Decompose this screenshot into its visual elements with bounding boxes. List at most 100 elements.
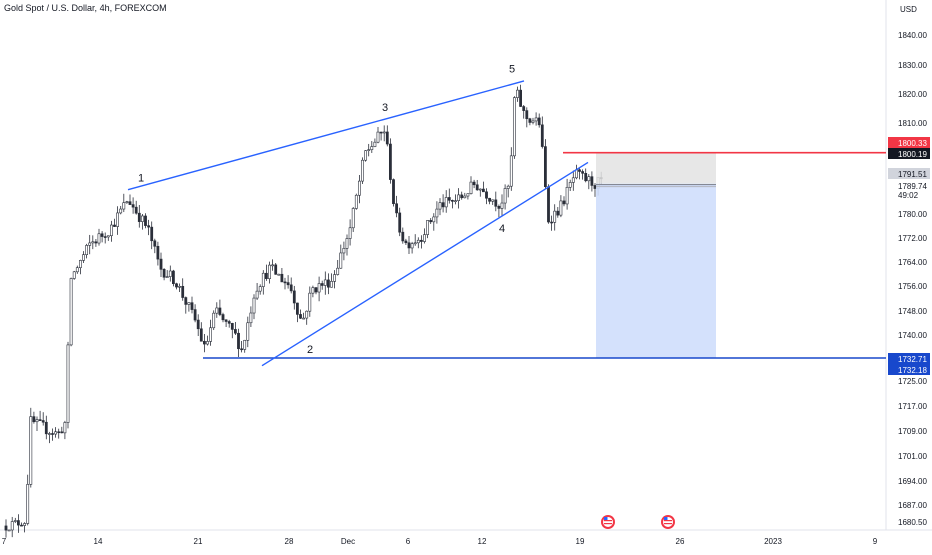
candle-body: [497, 205, 501, 209]
candle-body: [106, 235, 110, 238]
candle-body: [534, 117, 538, 122]
candle-body: [69, 278, 73, 346]
candle-body: [168, 270, 172, 277]
candle-body: [113, 224, 116, 227]
candle-body: [206, 341, 209, 345]
price-label-text: 1732.71: [898, 355, 927, 364]
candle-body: [587, 176, 591, 182]
price-label-text: 1789.74: [898, 182, 927, 191]
candle-body: [326, 279, 330, 288]
candle-body: [147, 225, 151, 228]
x-tick-label: 7: [2, 537, 7, 546]
y-tick-label: 1740.00: [898, 331, 927, 340]
x-tick-label: 2023: [764, 537, 782, 546]
candle-body: [457, 194, 461, 201]
flag-stripe: [604, 523, 612, 525]
candle-body: [94, 241, 98, 244]
candle-body: [547, 186, 550, 223]
candle-body: [444, 197, 448, 208]
candle-body: [392, 179, 395, 205]
upper-trendline: [127, 80, 525, 191]
y-tick-label: 1717.00: [898, 402, 927, 411]
candle-body: [351, 208, 355, 229]
candle-body: [63, 422, 67, 434]
candle-body: [32, 416, 36, 423]
candle-body: [590, 176, 594, 186]
candle-body: [531, 120, 535, 123]
candle-body: [382, 131, 386, 134]
candle-body: [571, 177, 575, 183]
symbol-name: Gold Spot / U.S. Dollar: [4, 3, 95, 13]
wave-label: 1: [138, 173, 144, 185]
candle-body: [432, 216, 436, 223]
wave-label: 3: [382, 102, 388, 114]
candle-body: [162, 269, 166, 278]
price-axis-label: 1800.19: [888, 148, 930, 159]
candle-body: [478, 188, 482, 191]
candle-body: [47, 433, 51, 435]
candle-body: [150, 226, 154, 242]
candle-body: [516, 89, 519, 98]
candle-body: [128, 201, 132, 205]
y-tick-label: 1725.00: [898, 377, 927, 386]
countdown-label: 49:02: [898, 191, 919, 200]
candle-body: [485, 191, 488, 199]
lower-trendline: [261, 161, 589, 367]
candle-body: [289, 284, 293, 292]
x-tick-label: 19: [576, 537, 585, 546]
candle-body: [119, 208, 123, 214]
candle-body: [20, 524, 23, 527]
x-tick-label: 9: [873, 537, 878, 546]
candle-body: [91, 241, 95, 244]
x-tick-label: 14: [94, 537, 103, 546]
candle-body: [60, 431, 64, 434]
candle-body: [261, 272, 265, 287]
candle-body: [224, 319, 228, 322]
candle-body: [131, 204, 135, 208]
candle-body: [354, 194, 358, 209]
y-tick-label: 1694.00: [898, 477, 927, 486]
candle-body: [494, 199, 498, 207]
flag-stripe: [604, 520, 612, 522]
candle-body: [441, 202, 445, 208]
candle-body: [144, 215, 147, 226]
candle-body: [556, 210, 560, 216]
candle-body: [314, 287, 318, 293]
candle-body: [388, 143, 392, 180]
candle-body: [172, 270, 175, 285]
y-tick-label: 1687.00: [898, 501, 927, 510]
candle-body: [246, 322, 250, 341]
candle-body: [212, 312, 216, 329]
candle-body: [466, 193, 470, 197]
candle-body: [38, 419, 42, 421]
candle-body: [593, 185, 597, 189]
candle-body: [330, 281, 333, 288]
price-label-bg: [888, 137, 930, 148]
candle-body: [125, 201, 129, 204]
candle-body: [66, 344, 70, 423]
y-tick-label: 1701.00: [898, 452, 927, 461]
candle-body: [215, 307, 219, 314]
candle-body: [41, 420, 45, 423]
candle-body: [292, 290, 296, 304]
candle-body: [348, 227, 352, 239]
y-tick-label: 1830.00: [898, 61, 927, 70]
candle-body: [407, 242, 411, 249]
price-label-bg: [888, 353, 930, 364]
timeframe: 4h: [99, 3, 110, 13]
candle-body: [506, 185, 510, 189]
candle-body: [79, 260, 82, 268]
candle-body: [255, 290, 259, 299]
candle-body: [29, 416, 33, 485]
candle-body: [522, 106, 526, 111]
candle-body: [249, 312, 253, 324]
price-axis-label: 1791.51: [888, 168, 930, 179]
candle-body: [565, 186, 569, 205]
candle-body: [234, 329, 237, 334]
candle-body: [423, 234, 426, 242]
candle-body: [413, 242, 417, 245]
candle-body: [410, 243, 414, 249]
candle-body: [361, 159, 364, 182]
x-tick-label: 28: [285, 537, 294, 546]
